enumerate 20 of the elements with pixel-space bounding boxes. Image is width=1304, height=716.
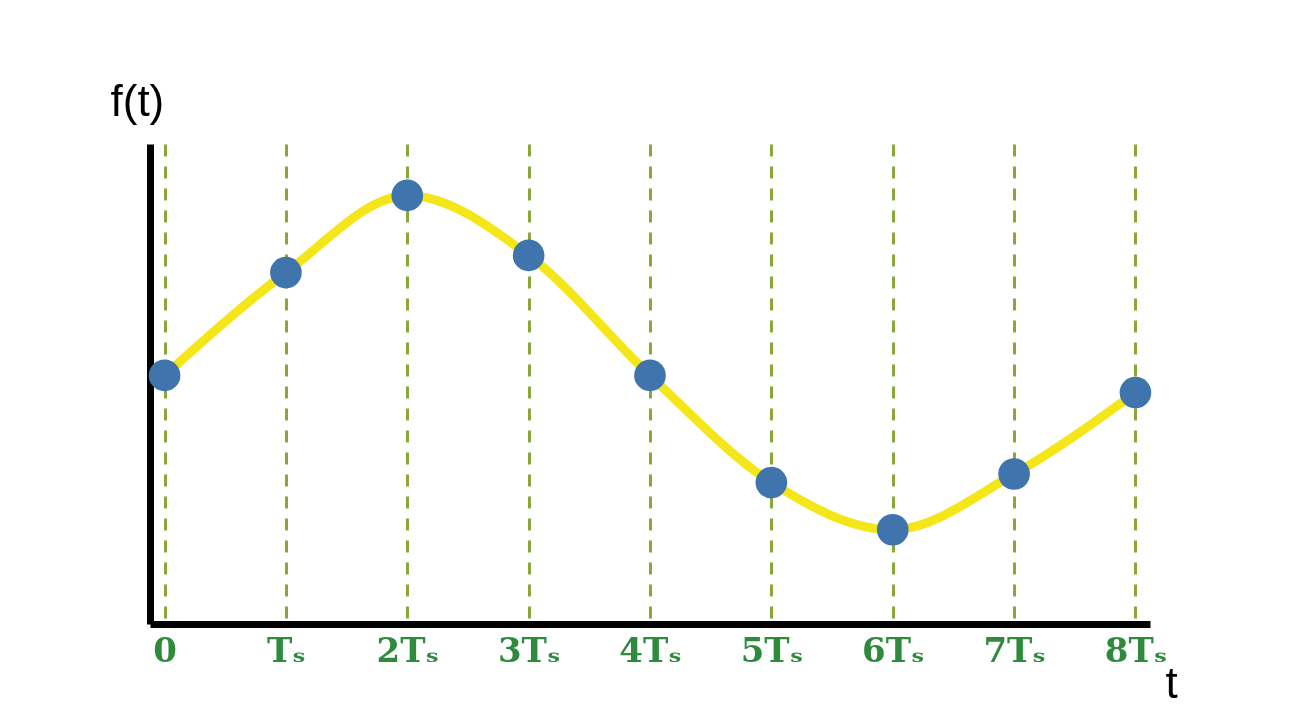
point	[1119, 376, 1152, 409]
point	[755, 466, 788, 499]
point	[998, 458, 1030, 490]
x-tick-label: 6Tₛ	[862, 629, 925, 670]
y-axis-title: f(t)	[110, 75, 165, 125]
x-tick-label: 0	[153, 629, 177, 670]
point	[148, 359, 181, 392]
point	[512, 239, 545, 272]
point	[270, 256, 302, 289]
x-tick-label: Tₛ	[267, 629, 306, 670]
x-tick-label: 5Tₛ	[740, 629, 804, 670]
x-tick-label: 8Tₛ	[1104, 629, 1168, 670]
point	[634, 359, 666, 392]
x-tick-label: 3Tₛ	[497, 629, 561, 670]
x-tick-label: 7Tₛ	[983, 629, 1046, 670]
point	[391, 179, 424, 212]
x-tick-label: 2Tₛ	[376, 629, 439, 670]
x-axis-title: t	[1165, 657, 1178, 707]
x-tick-label: 4Tₛ	[619, 629, 682, 670]
point	[876, 513, 909, 546]
